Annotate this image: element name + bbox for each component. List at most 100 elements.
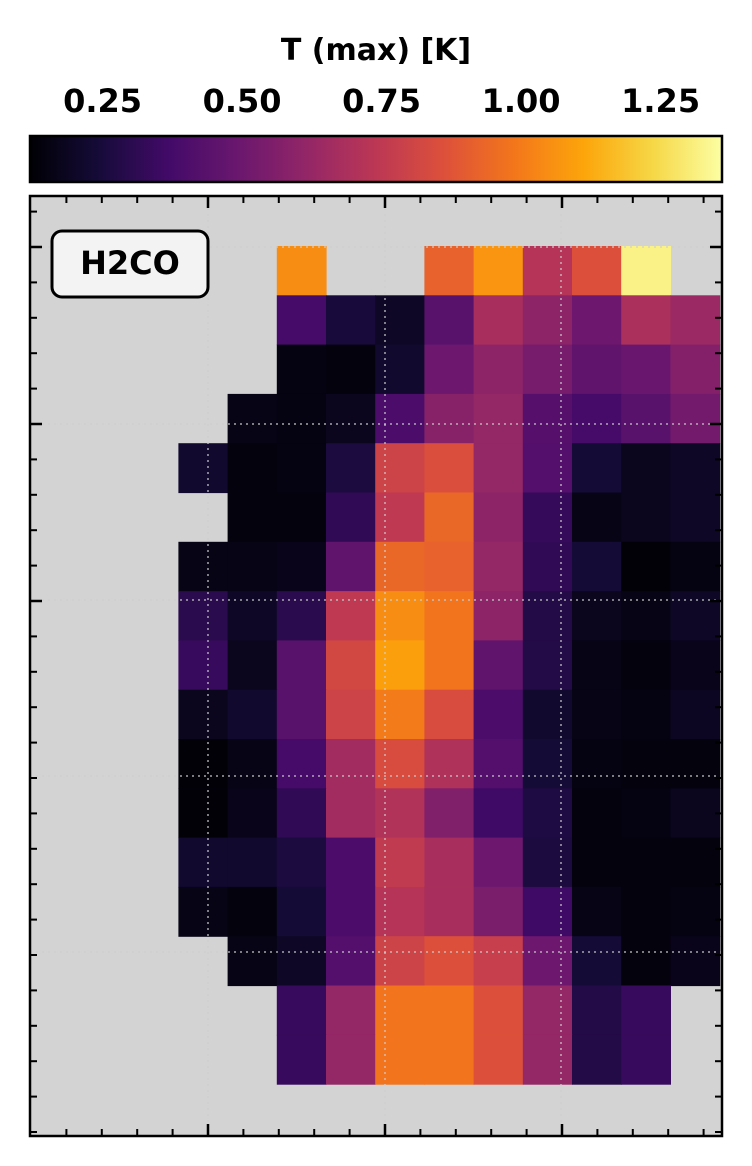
- heatmap-cell: [326, 541, 376, 592]
- heatmap-cell: [326, 739, 376, 789]
- heatmap-cell: [276, 837, 327, 888]
- heatmap-cell: [522, 591, 573, 641]
- heatmap-cell: [522, 393, 573, 444]
- heatmap-cell: [473, 886, 524, 937]
- heatmap-cell: [522, 985, 573, 1036]
- heatmap-cell: [276, 739, 327, 789]
- heatmap-cell: [178, 591, 229, 641]
- heatmap-cell: [670, 541, 721, 592]
- heatmap-cell: [670, 443, 721, 494]
- heatmap-cell: [670, 837, 721, 888]
- heatmap-cell: [670, 344, 721, 395]
- heatmap-cell: [621, 689, 671, 740]
- heatmap-cell: [227, 492, 278, 543]
- heatmap-cell: [424, 886, 475, 937]
- heatmap-cell: [276, 936, 327, 987]
- heatmap-cell: [424, 492, 475, 543]
- heatmap-cell: [276, 344, 327, 395]
- heatmap-cell: [424, 393, 475, 444]
- heatmap-cell: [621, 246, 671, 296]
- colorbar-tick-label: 0.50: [203, 82, 282, 120]
- heatmap-cell: [621, 492, 671, 543]
- heatmap-cell: [572, 492, 622, 543]
- heatmap-cell: [670, 936, 721, 987]
- heatmap-cell: [375, 591, 425, 641]
- heatmap-cell: [522, 788, 573, 839]
- heatmap-cell: [473, 443, 524, 494]
- heatmap-cell: [522, 689, 573, 740]
- heatmap-cell: [522, 739, 573, 789]
- colorbar-tick-label: 0.75: [342, 82, 421, 120]
- heatmap-cell: [670, 295, 721, 346]
- heatmap-cell: [276, 886, 327, 937]
- heatmap-cell: [276, 591, 327, 641]
- heatmap-cell: [326, 1034, 376, 1085]
- heatmap-cell: [178, 837, 229, 888]
- heatmap-cell: [473, 344, 524, 395]
- heatmap-cell: [621, 443, 671, 494]
- heatmap-cell: [572, 788, 622, 839]
- heatmap-cell: [670, 640, 721, 691]
- heatmap-cell: [621, 640, 671, 691]
- heatmap-cell: [375, 985, 425, 1036]
- heatmap-cell: [572, 985, 622, 1036]
- heatmap-cell: [178, 689, 229, 740]
- heatmap-cell: [572, 295, 622, 346]
- heatmap-cell: [178, 886, 229, 937]
- heatmap-cell: [178, 640, 229, 691]
- heatmap-cell: [572, 1034, 622, 1085]
- heatmap-cell: [424, 640, 475, 691]
- heatmap-cell: [522, 295, 573, 346]
- heatmap-cell: [326, 591, 376, 641]
- heatmap-cell: [227, 739, 278, 789]
- molecule-badge: H2CO: [50, 229, 210, 299]
- heatmap-cell: [375, 443, 425, 494]
- heatmap-cell: [670, 739, 721, 789]
- heatmap-cell: [375, 1034, 425, 1085]
- heatmap-cell: [522, 837, 573, 888]
- heatmap-cell: [473, 985, 524, 1036]
- heatmap-cell: [424, 936, 475, 987]
- plot-frame: [28, 194, 724, 1138]
- heatmap-cell: [572, 393, 622, 444]
- heatmap-cell: [621, 739, 671, 789]
- heatmap-cell: [424, 246, 475, 296]
- heatmap-cell: [276, 640, 327, 691]
- heatmap-cell: [473, 837, 524, 888]
- heatmap-cell: [621, 591, 671, 641]
- heatmap-cell: [670, 492, 721, 543]
- heatmap-cell: [473, 936, 524, 987]
- heatmap-cell: [326, 344, 376, 395]
- heatmap-cell: [670, 689, 721, 740]
- heatmap-cell: [375, 541, 425, 592]
- heatmap-cell: [473, 689, 524, 740]
- heatmap-cell: [178, 541, 229, 592]
- heatmap-cell: [572, 246, 622, 296]
- heatmap-cell: [326, 492, 376, 543]
- heatmap-cell: [621, 886, 671, 937]
- heatmap-cell: [621, 393, 671, 444]
- heatmap-cell: [178, 739, 229, 789]
- heatmap-cell: [670, 886, 721, 937]
- heatmap-cell: [572, 541, 622, 592]
- heatmap-cell: [621, 295, 671, 346]
- heatmap-cell: [375, 788, 425, 839]
- heatmap-cell: [326, 393, 376, 444]
- heatmap-cell: [276, 1034, 327, 1085]
- heatmap-cell: [424, 837, 475, 888]
- heatmap-cell: [572, 689, 622, 740]
- heatmap-cell: [621, 837, 671, 888]
- heatmap-cell: [178, 443, 229, 494]
- heatmap-cell: [178, 788, 229, 839]
- heatmap-cell: [522, 1034, 573, 1085]
- colorbar-tick-labels: 0.25 0.50 0.75 1.00 1.25: [63, 82, 700, 120]
- heatmap-cell: [522, 443, 573, 494]
- heatmap-cell: [424, 689, 475, 740]
- heatmap-cell: [572, 837, 622, 888]
- heatmap-cell: [473, 246, 524, 296]
- heatmap-cell: [522, 541, 573, 592]
- heatmap-cell: [572, 591, 622, 641]
- heatmap-cell: [375, 689, 425, 740]
- heatmap-cell: [227, 837, 278, 888]
- heatmap-cell: [473, 591, 524, 641]
